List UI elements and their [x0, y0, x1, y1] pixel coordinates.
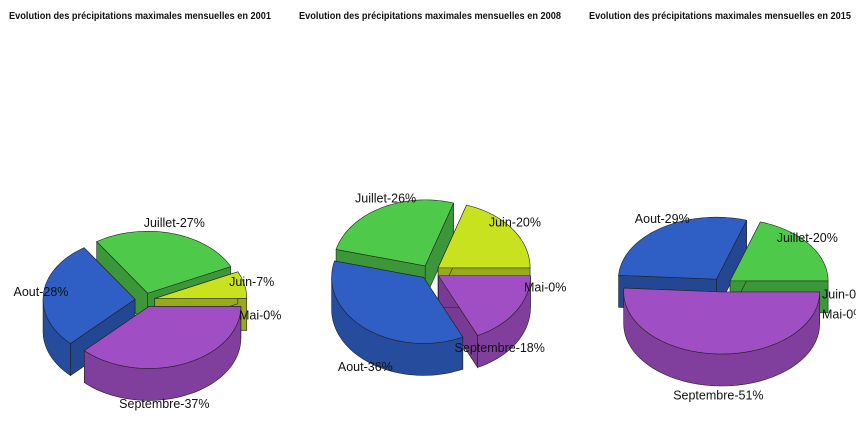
- chart-title: Evolution des précipitations maximales m…: [589, 10, 851, 22]
- slice-label: Juillet-20%: [777, 231, 838, 245]
- slice-label: Juin-20%: [489, 216, 541, 230]
- pie-chart: Evolution des précipitations maximales m…: [9, 10, 281, 411]
- pie-chart: Evolution des précipitations maximales m…: [589, 10, 856, 402]
- chart-title: Evolution des précipitations maximales m…: [9, 10, 271, 22]
- chart-title: Evolution des précipitations maximales m…: [299, 10, 561, 22]
- slice-top: [335, 199, 455, 267]
- pie-chart: Evolution des précipitations maximales m…: [299, 10, 566, 376]
- slice-label: Juillet-27%: [144, 216, 205, 230]
- slice-label: Aout-28%: [13, 285, 68, 299]
- slice-label: Mai-0%: [524, 280, 566, 294]
- slice-top: [729, 221, 829, 282]
- slice-top: [154, 271, 248, 299]
- slice-top: [437, 204, 531, 269]
- slice-label: Mai-0%: [239, 308, 281, 322]
- slice-label: Juin-7%: [229, 275, 274, 289]
- slice-label: Aout-36%: [338, 360, 393, 374]
- slice-label: Septembre-51%: [673, 388, 763, 402]
- slice-top: [618, 216, 748, 280]
- slice-top: [437, 275, 531, 336]
- slice-label: Juillet-26%: [355, 192, 416, 206]
- slice-label: Aout-29%: [635, 212, 690, 226]
- slice-label: Septembre-18%: [455, 341, 545, 355]
- slice-top: [42, 247, 136, 344]
- slice-top: [623, 287, 820, 355]
- slice-top: [83, 306, 242, 369]
- slice-label: Mai-0%: [822, 307, 856, 321]
- slice-label: Juin-0%: [822, 287, 856, 301]
- slice-top: [331, 260, 464, 344]
- slice-label: Septembre-37%: [119, 397, 209, 411]
- slice-top: [96, 230, 232, 294]
